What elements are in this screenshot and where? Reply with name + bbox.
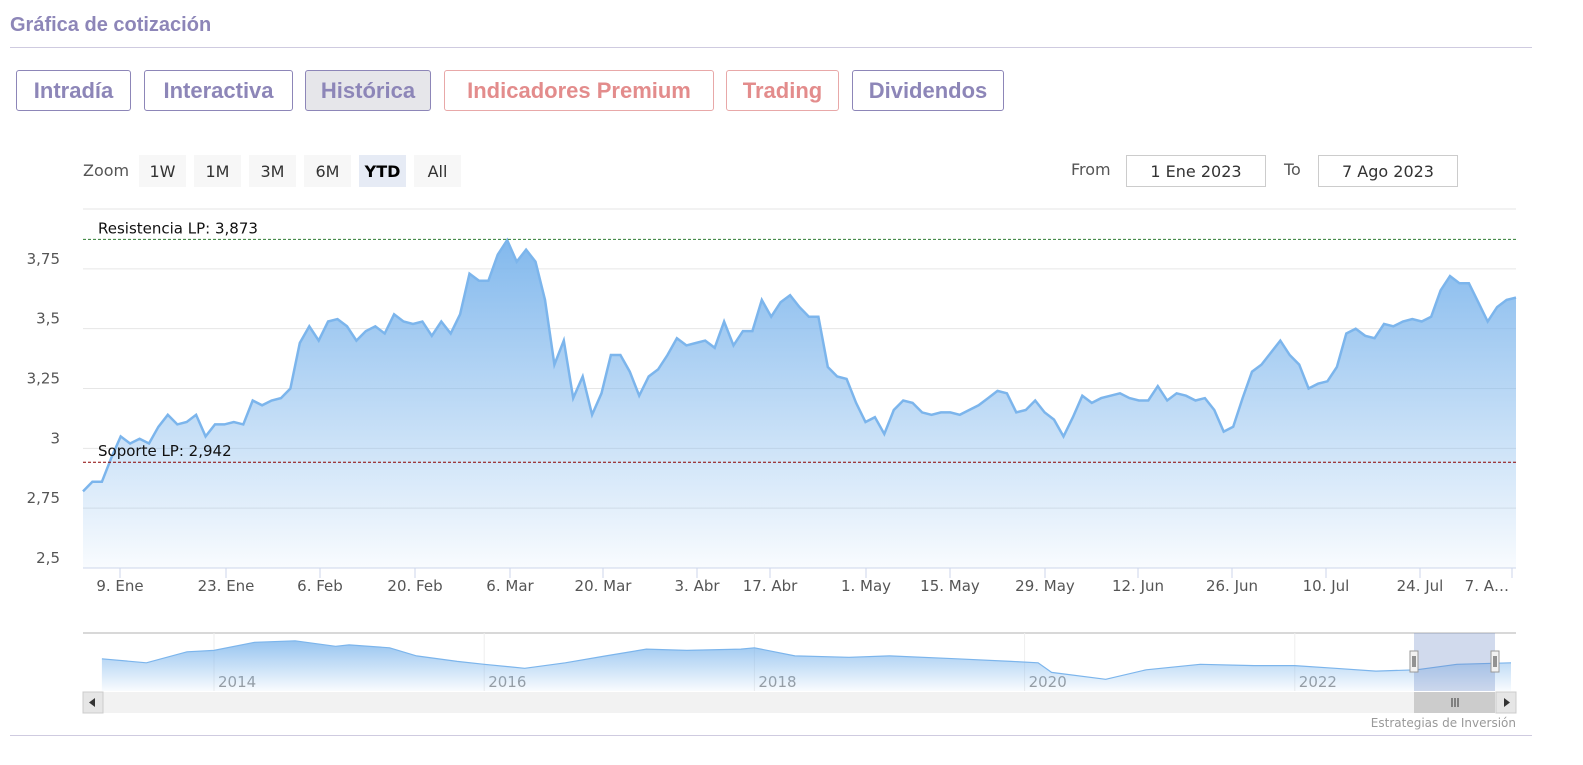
tab-histórica[interactable]: Histórica [305,70,431,111]
x-tick-label: 15. May [920,577,980,595]
navigator-handle-right[interactable] [1490,650,1500,673]
handle-grip-icon [1490,650,1500,673]
bottom-divider [10,735,1532,736]
x-tick-label: 6. Mar [486,577,534,595]
x-tick-label: 3. Abr [674,577,720,595]
y-tick-label: 3 [50,429,60,447]
to-date-input[interactable]: 7 Ago 2023 [1318,155,1458,187]
navigator-handle-left[interactable] [1409,650,1419,673]
x-tick-label: 12. Jun [1112,577,1164,595]
scrollbar-track[interactable] [83,692,1516,713]
navigator-selection-mask [1414,633,1495,691]
plot-line-label: Soporte LP: 2,942 [98,442,232,460]
zoom-button-1m[interactable]: 1M [194,155,241,187]
y-tick-label: 3,25 [27,370,60,388]
y-tick-label: 2,75 [27,489,60,507]
zoom-button-1w[interactable]: 1W [139,155,186,187]
x-tick-label: 17. Abr [743,577,798,595]
y-tick-label: 3,5 [36,310,60,328]
zoom-button-3m[interactable]: 3M [249,155,296,187]
handle-grip-icon [1409,650,1419,673]
title-divider [10,47,1532,48]
from-label: From [1071,160,1111,179]
series-area [83,240,1516,568]
x-tick-label: 23. Ene [198,577,255,595]
series-line [82,237,1517,493]
zoom-button-all[interactable]: All [414,155,461,187]
x-tick-label: 24. Jul [1397,577,1444,595]
zoom-button-ytd[interactable]: YTD [359,155,406,187]
x-tick-label: 6. Feb [297,577,343,595]
y-tick-label: 3,75 [27,250,60,268]
x-tick-label: 7. A… [1465,577,1509,595]
tab-indicadores-premium[interactable]: Indicadores Premium [444,70,714,111]
tab-trading[interactable]: Trading [726,70,839,111]
arrow-right-icon [1504,698,1510,707]
navigator-line [101,640,1512,680]
tab-interactiva[interactable]: Interactiva [144,70,293,111]
zoom-label: Zoom [83,161,130,180]
x-tick-label: 20. Feb [387,577,442,595]
x-tick-label: 20. Mar [575,577,633,595]
page-title: Gráfica de cotización [10,14,212,36]
x-tick-label: 9. Ene [96,577,143,595]
x-tick-label: 26. Jun [1206,577,1258,595]
from-date-input[interactable]: 1 Ene 2023 [1126,155,1266,187]
plot-line-label: Resistencia LP: 3,873 [98,219,258,237]
zoom-button-6m[interactable]: 6M [304,155,351,187]
arrow-left-icon [89,698,95,707]
x-tick-label: 1. May [841,577,891,595]
chart-credit: Estrategias de Inversión [1371,716,1516,730]
x-tick-label: 10. Jul [1303,577,1350,595]
to-label: To [1284,160,1301,179]
tab-dividendos[interactable]: Dividendos [852,70,1004,111]
x-tick-label: 29. May [1015,577,1075,595]
tab-intradía[interactable]: Intradía [16,70,131,111]
y-tick-label: 2,5 [36,549,60,567]
navigator-area [101,640,1512,691]
